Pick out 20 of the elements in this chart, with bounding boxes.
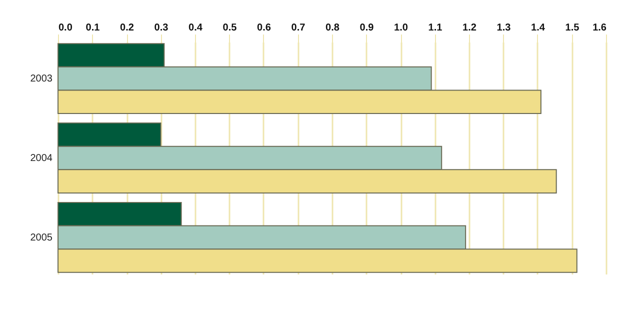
x-tick-label: 1.6	[592, 22, 607, 34]
x-tick-label: 0.0	[58, 22, 73, 34]
y-tick-label: 2004	[30, 153, 53, 164]
x-tick-label: 0.9	[360, 22, 374, 34]
x-tick-label: 0.2	[120, 22, 134, 34]
y-tick-label: 2003	[30, 74, 53, 85]
x-tick-label: 1.1	[428, 22, 443, 34]
y-tick-label: 2005	[30, 232, 53, 244]
x-tick-label: 0.3	[154, 22, 169, 34]
x-tick-label: 0.1	[86, 22, 100, 34]
x-tick-label: 1.4	[531, 22, 546, 34]
x-tick-label: 0.8	[326, 22, 340, 34]
x-tick-label: 0.6	[257, 22, 272, 34]
x-tick-label: 1.2	[462, 22, 477, 34]
x-tick-label: 0.7	[291, 22, 306, 34]
x-tick-label: 0.5	[222, 22, 238, 34]
x-tick-label: 0.4	[188, 22, 203, 34]
x-tick-label: 1.3	[496, 22, 512, 34]
x-tick-label: 1.0	[394, 22, 408, 34]
x-tick-label: 1.5	[565, 22, 580, 34]
